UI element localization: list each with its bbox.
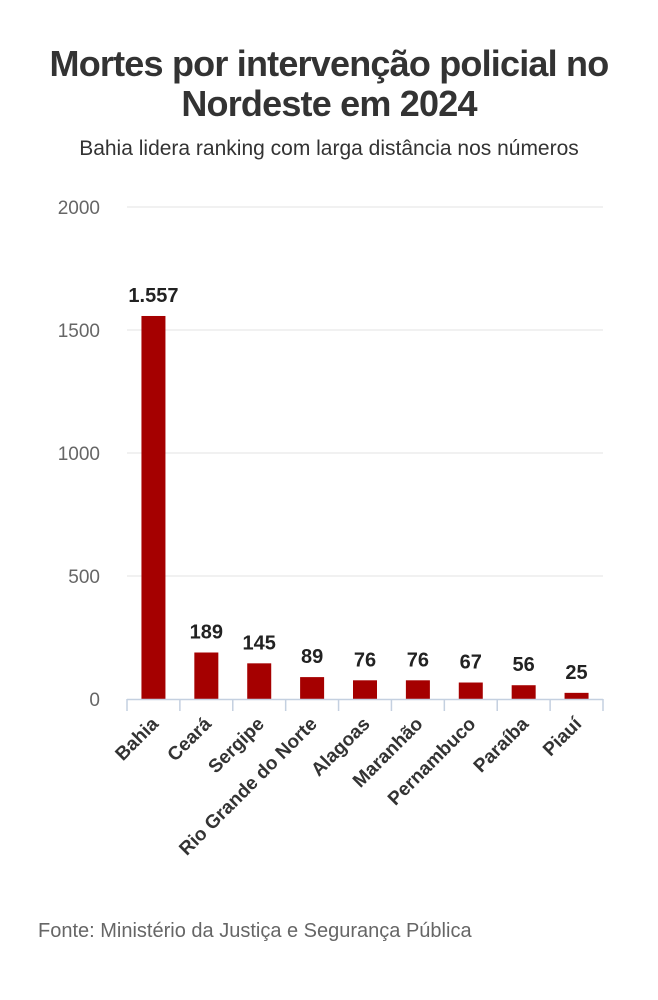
data-labels: 1.557 189 145 89 76 76 67 56 25 [128, 285, 587, 684]
source-note: Fonte: Ministério da Justiça e Segurança… [38, 920, 472, 942]
y-axis-tick-labels: 0 500 1000 1500 2000 [58, 198, 100, 711]
data-label: 67 [460, 652, 482, 674]
chart-subtitle: Bahia lidera ranking com larga distância… [79, 137, 579, 160]
bar [405, 680, 430, 699]
data-label: 76 [407, 649, 429, 671]
data-label: 189 [190, 622, 223, 644]
data-label: 56 [513, 654, 535, 676]
bar [511, 685, 536, 699]
x-tick-label: Piauí [539, 713, 586, 760]
bars [141, 315, 589, 699]
y-tick-label: 1000 [58, 444, 100, 465]
gridlines [127, 206, 603, 577]
y-tick-label: 1500 [58, 321, 100, 342]
chart-title: Mortes por intervenção policial no Norde… [49, 43, 610, 124]
bar [353, 680, 377, 699]
bar [564, 692, 589, 699]
bar [300, 677, 325, 699]
data-label: 76 [354, 649, 376, 671]
bar [247, 663, 272, 699]
y-tick-label: 2000 [58, 198, 100, 219]
y-tick-label: 0 [89, 690, 100, 711]
bar [194, 652, 219, 699]
data-label: 1.557 [128, 285, 178, 307]
data-label: 89 [301, 646, 323, 668]
data-label: 25 [565, 662, 587, 684]
bar [141, 315, 166, 699]
data-label: 145 [243, 632, 276, 654]
bar [458, 682, 483, 699]
x-axis [126, 698, 604, 711]
x-tick-label: Paraíba [470, 713, 534, 777]
x-tick-label: Bahia [112, 713, 164, 765]
y-tick-label: 500 [68, 567, 100, 588]
